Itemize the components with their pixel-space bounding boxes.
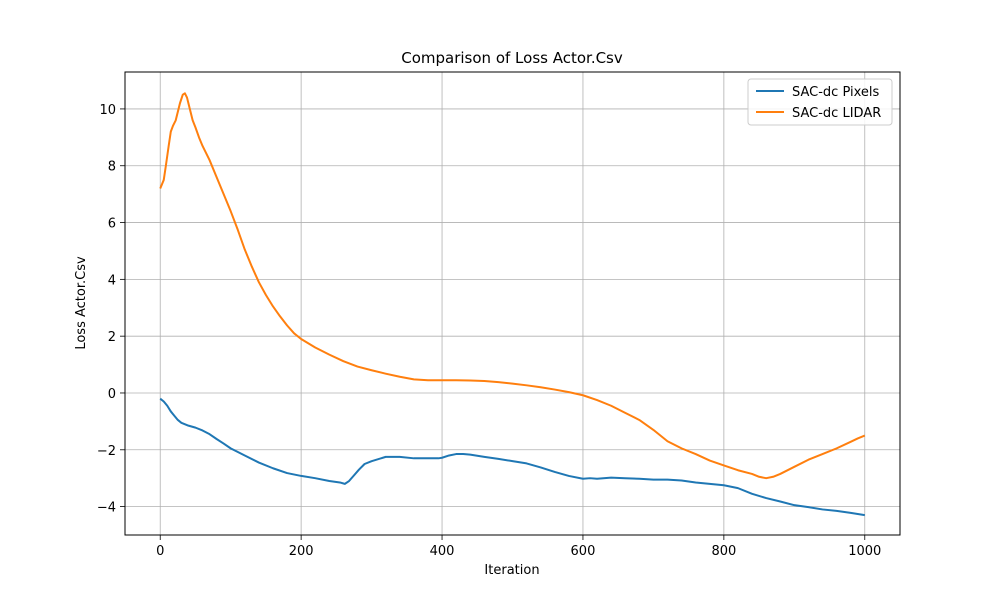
legend: SAC-dc Pixels SAC-dc LIDAR <box>747 78 893 126</box>
chart-title: Comparison of Loss Actor.Csv <box>401 49 623 67</box>
y-tick-label: 2 <box>108 330 116 345</box>
y-tick-label: 6 <box>108 217 116 232</box>
y-tick-label: 8 <box>108 160 116 175</box>
y-axis-label: Loss Actor.Csv <box>74 256 89 350</box>
x-tick-label: 800 <box>711 544 736 559</box>
x-tick-label: 600 <box>571 544 596 559</box>
series-line-lidar <box>159 92 866 480</box>
y-tick-label: −2 <box>97 444 116 459</box>
x-axis-ticks: 0 200 400 600 800 1000 <box>156 535 881 559</box>
series-line-pixels <box>159 397 865 517</box>
y-tick-label: 0 <box>108 387 116 402</box>
y-axis-ticks: −4 −2 0 2 4 6 8 10 <box>97 103 125 516</box>
x-tick-label: 0 <box>156 544 164 559</box>
y-tick-label: 10 <box>99 103 116 118</box>
legend-label-pixels: SAC-dc Pixels <box>792 85 880 100</box>
x-axis-label: Iteration <box>484 563 539 578</box>
x-tick-label: 400 <box>430 544 455 559</box>
series-lines <box>159 92 866 517</box>
y-tick-label: 4 <box>108 273 116 288</box>
grid <box>125 72 900 535</box>
x-tick-label: 200 <box>289 544 314 559</box>
x-tick-label: 1000 <box>848 544 881 559</box>
y-tick-label: −4 <box>97 501 116 516</box>
plot-frame <box>124 71 901 536</box>
legend-label-lidar: SAC-dc LIDAR <box>792 106 881 121</box>
